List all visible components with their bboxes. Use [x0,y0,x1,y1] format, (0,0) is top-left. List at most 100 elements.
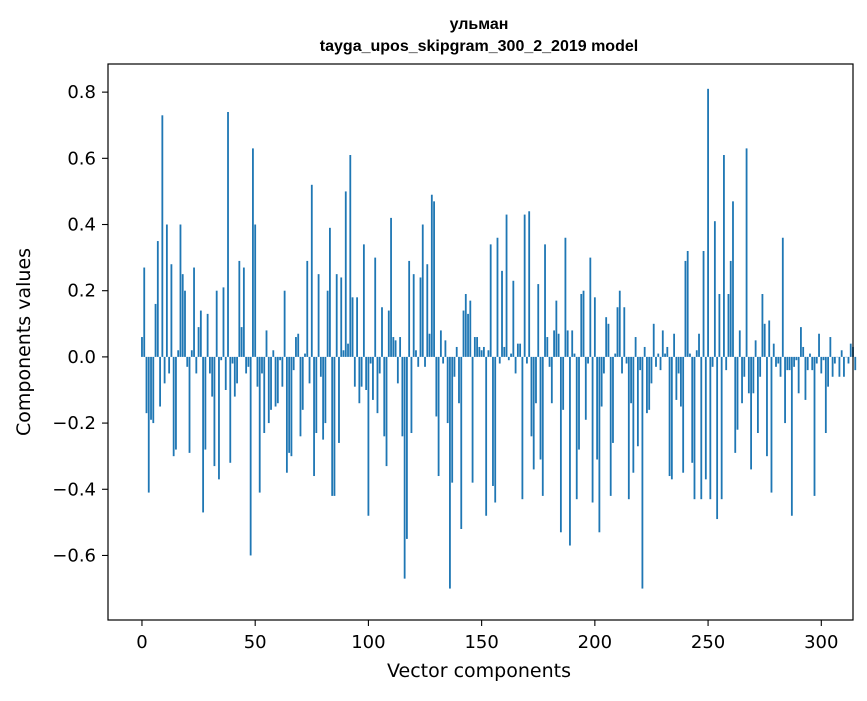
bar-38 [227,112,229,357]
bar-298 [816,357,818,364]
bar-239 [682,357,684,473]
bar-48 [250,357,252,556]
bar-151 [483,347,485,357]
y-tick-label: −0.2 [52,413,96,434]
bar-107 [383,357,385,436]
bar-98 [363,244,365,357]
bar-246 [698,334,700,357]
bar-25 [198,327,200,357]
x-tick-label: 100 [351,632,385,653]
bar-172 [531,357,533,436]
bar-49 [252,148,254,357]
bar-162 [508,357,510,360]
chart-title-line1: ульман [450,16,509,33]
bar-254 [716,357,718,519]
bar-153 [488,350,490,357]
bar-88 [340,277,342,356]
bar-160 [503,347,505,357]
bar-229 [660,357,662,370]
bar-280 [775,357,777,367]
bar-209 [614,354,616,357]
bar-292 [802,347,804,357]
bar-133 [442,357,444,364]
y-tick-label: 0.6 [67,148,96,169]
bar-186 [562,357,564,410]
bar-308 [839,357,841,377]
bar-193 [578,357,580,450]
bar-177 [542,357,544,496]
bar-264 [739,330,741,356]
bar-271 [755,340,757,357]
bar-266 [743,357,745,377]
bar-233 [669,357,671,476]
bar-83 [329,228,331,357]
y-tick-label: 0.8 [67,82,96,103]
bar-213 [623,307,625,357]
bar-71 [302,357,304,410]
bar-79 [320,357,322,377]
bar-299 [818,334,820,357]
bar-235 [673,334,675,357]
bar-68 [295,337,297,357]
bar-73 [306,261,308,357]
bar-171 [528,211,530,357]
bar-147 [474,337,476,357]
bar-70 [300,357,302,436]
bar-77 [315,357,317,433]
bar-208 [612,357,614,443]
bar-201 [596,357,598,460]
bar-167 [519,344,521,357]
bar-11 [166,225,168,357]
bar-104 [377,357,379,413]
y-tick-label: 0.4 [67,215,96,236]
bar-204 [603,357,605,374]
bar-45 [243,268,245,357]
bar-281 [777,357,779,364]
bar-95 [356,297,358,357]
bar-56 [268,357,270,423]
bar-4 [150,357,152,420]
bar-248 [703,251,705,357]
bar-195 [583,291,585,357]
bar-211 [619,291,621,357]
bar-223 [646,357,648,413]
bar-66 [291,357,293,456]
bar-152 [485,357,487,516]
bar-93 [352,297,354,357]
bar-232 [666,347,668,357]
bar-181 [551,357,553,403]
bar-22 [191,350,193,357]
bar-42 [236,357,238,383]
bar-293 [805,357,807,400]
bar-0 [141,337,143,357]
bar-81 [324,357,326,423]
x-tick-label: 200 [578,632,612,653]
bar-92 [349,155,351,357]
bar-309 [841,350,843,357]
bar-132 [440,330,442,356]
bar-121 [415,350,417,357]
bar-184 [558,334,560,357]
bar-101 [370,357,372,364]
bar-269 [750,357,752,470]
bar-303 [827,357,829,387]
bar-117 [406,357,408,539]
bar-122 [417,357,419,367]
bar-168 [521,357,523,499]
bar-23 [193,268,195,357]
bar-166 [517,344,519,357]
bar-124 [422,225,424,357]
bar-53 [261,357,263,374]
bar-255 [718,294,720,357]
bar-41 [234,357,236,397]
bar-99 [365,357,367,390]
bar-142 [463,311,465,357]
bar-31 [211,357,213,397]
bar-3 [148,357,150,493]
bar-131 [438,357,440,476]
bar-215 [628,357,630,499]
y-tick-label: −0.6 [52,545,96,566]
bar-283 [782,238,784,357]
bar-15 [175,357,177,450]
